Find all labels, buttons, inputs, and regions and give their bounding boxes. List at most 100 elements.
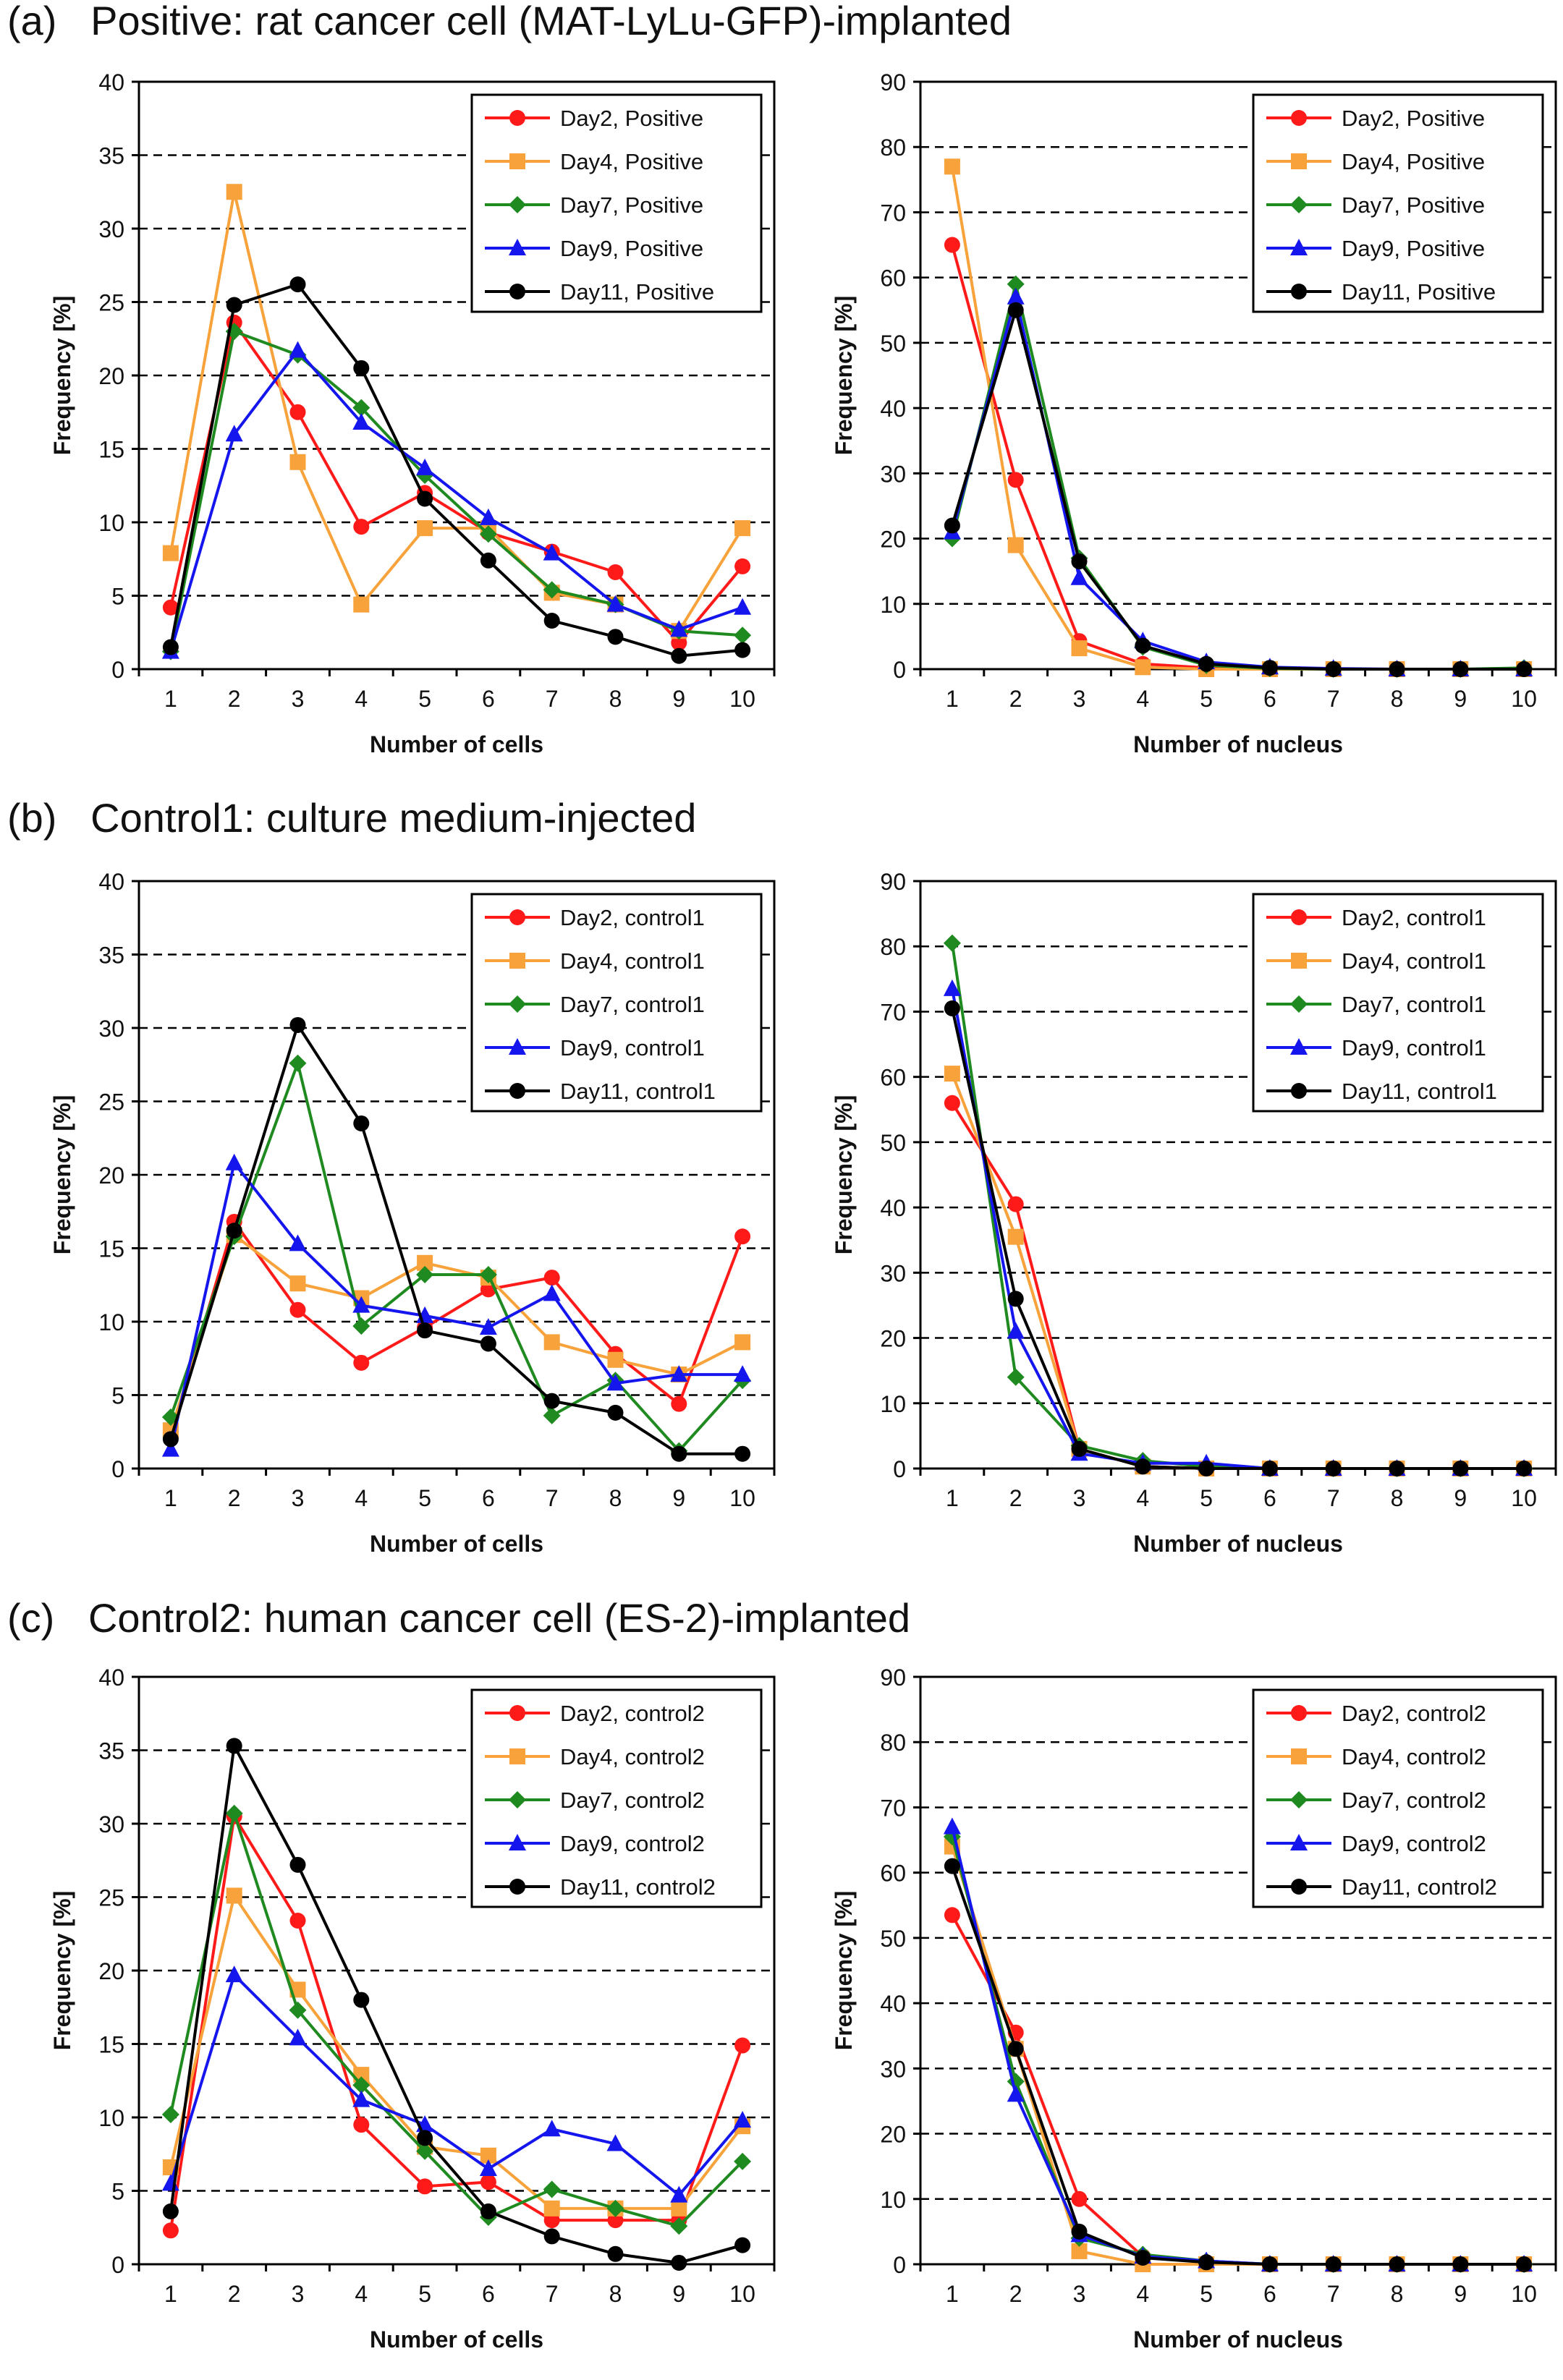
data-point: [226, 1887, 242, 1904]
x-tick-label: 5: [418, 2281, 431, 2307]
data-point: [1007, 287, 1025, 305]
data-point: [734, 1228, 751, 1245]
series-3: [943, 275, 1533, 678]
legend-marker: [509, 1879, 525, 1895]
y-tick-label: 0: [893, 2252, 906, 2278]
section-a-label: (a): [7, 0, 57, 43]
data-point: [734, 2037, 751, 2054]
series-line: [169, 283, 743, 658]
data-point: [543, 543, 561, 561]
data-point: [543, 2180, 561, 2198]
data-point: [162, 639, 179, 655]
chart-b-cells: 0 5 10 15 20 25 30 35 40 1 2 3 4 5 6 7 8 9 10 Number of cel…: [49, 869, 776, 1557]
data-point: [1198, 1461, 1215, 1476]
section-a-title: (a) Positive: rat cancer cell (MAT-LyLu-…: [7, 0, 1012, 44]
data-point: [671, 647, 687, 664]
section-c-label: (c): [7, 1595, 55, 1641]
data-point: [1007, 2085, 1025, 2102]
legend-entry: Day7, control2: [560, 1788, 705, 1813]
data-point: [289, 1275, 306, 1292]
data-point: [162, 545, 179, 561]
series-1: [944, 1095, 1533, 1476]
data-point: [543, 1284, 561, 1301]
data-point: [417, 520, 433, 537]
data-point: [734, 626, 752, 645]
data-point: [226, 184, 242, 200]
series-line: [169, 1023, 743, 1455]
data-point: [1007, 2041, 1024, 2057]
section-c-title: (c) Control2: human cancer cell (ES-2)-i…: [7, 1594, 910, 1641]
data-point: [1007, 1196, 1024, 1212]
x-tick-label: 1: [946, 2281, 959, 2307]
data-point: [734, 520, 751, 537]
legend-entry: Day4, Positive: [560, 149, 703, 174]
y-tick-label: 0: [111, 2252, 124, 2278]
legend-marker: [509, 284, 525, 299]
chart-a-nucleus: 0 10 20 30 40 50 60 70 80 90 1 2 3 4 5 6 7 8 9 10 Number of …: [831, 69, 1557, 757]
data-point: [352, 1296, 370, 1313]
data-point: [944, 1000, 960, 1016]
y-axis-label: Frequency [%]: [49, 296, 75, 455]
x-tick-label: 4: [1136, 1485, 1149, 1511]
x-tick-label: 3: [1073, 2281, 1086, 2307]
x-tick-label: 7: [546, 2281, 559, 2307]
legend: Day2, Positive Day4, Positive Day7, Positi…: [470, 93, 763, 313]
series-line: [169, 1744, 743, 2264]
data-point: [543, 1270, 560, 1286]
series-line: [169, 1973, 744, 2197]
data-point: [543, 613, 560, 629]
legend-marker: [1291, 1879, 1307, 1895]
x-tick-label: 5: [418, 1485, 431, 1511]
legend-marker: [1291, 1748, 1307, 1764]
y-tick-label: 90: [880, 1665, 906, 1691]
legend-marker: [509, 110, 525, 126]
series-5: [944, 1858, 1533, 2272]
x-axis: 1 2 3 4 5 6 7 8 9 10: [919, 669, 1557, 712]
series-4: [161, 1965, 752, 2203]
data-point: [670, 620, 688, 637]
x-tick-label: 10: [729, 1485, 755, 1511]
data-point: [353, 1992, 370, 2008]
data-point: [1007, 1322, 1025, 1339]
legend: Day2, control1 Day4, control1 Day7, contro…: [1252, 893, 1544, 1113]
y-tick-label: 20: [98, 1958, 124, 1984]
y-tick-label: 5: [111, 2179, 124, 2205]
x-tick-label: 1: [946, 686, 959, 712]
y-tick-label: 15: [98, 437, 124, 463]
x-tick-label: 9: [672, 2281, 685, 2307]
y-axis: 0 10 20 30 40 50 60 70 80 90: [880, 869, 920, 1482]
data-point: [479, 1266, 497, 1284]
data-point: [944, 1066, 960, 1082]
data-point: [607, 2245, 624, 2262]
legend-entry: Day7, control1: [1342, 992, 1486, 1017]
data-point: [1007, 275, 1025, 293]
data-point: [543, 2228, 560, 2245]
data-point: [352, 2076, 370, 2094]
x-tick-label: 9: [672, 686, 685, 712]
series-line: [169, 1811, 744, 2228]
x-tick-label: 3: [1073, 1485, 1086, 1511]
data-point: [1516, 1461, 1533, 1476]
y-axis-label: Frequency [%]: [49, 1891, 75, 2050]
legend-entry: Day2, Positive: [560, 106, 703, 131]
data-point: [225, 1804, 243, 1822]
legend-entry: Day4, control2: [560, 1744, 705, 1769]
data-point: [543, 1406, 561, 1424]
data-point: [1007, 537, 1024, 553]
data-point: [480, 2147, 496, 2164]
legend-entry: Day4, control2: [1342, 1744, 1486, 1769]
data-point: [416, 2142, 434, 2160]
x-tick-label: 4: [355, 2281, 368, 2307]
legend-entry: Day2, control2: [560, 1701, 705, 1726]
y-tick-label: 10: [880, 2187, 906, 2213]
data-point: [1198, 655, 1215, 672]
data-point: [1325, 661, 1342, 677]
data-point: [1007, 1368, 1025, 1386]
data-point: [944, 237, 960, 253]
data-point: [1516, 2256, 1533, 2272]
data-point: [1135, 1458, 1151, 1475]
series-line: [950, 1008, 1525, 1470]
series-line: [169, 1061, 744, 1453]
data-point: [670, 1365, 688, 1382]
data-point: [352, 399, 370, 417]
